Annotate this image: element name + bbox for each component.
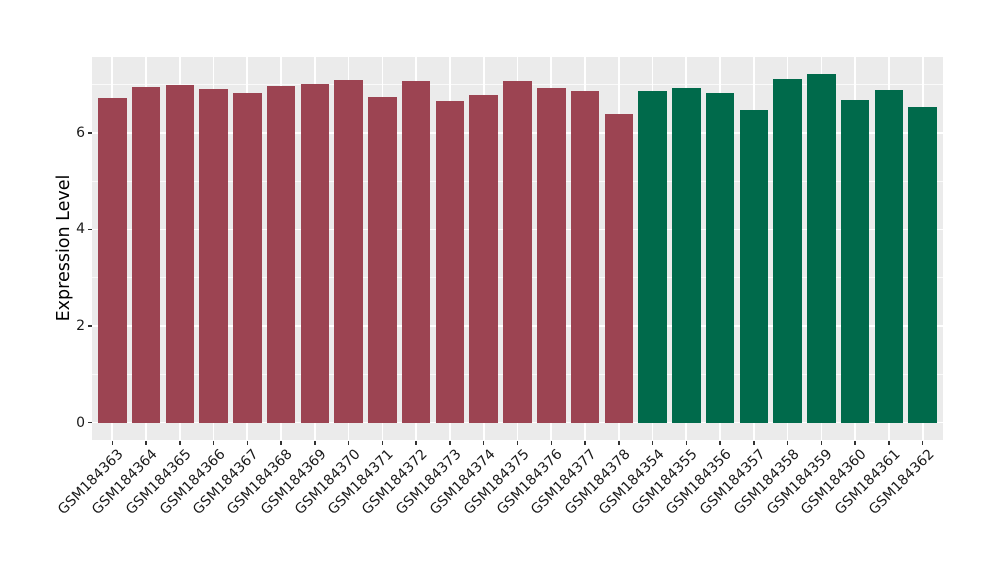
bar [401,81,431,423]
x-axis-tick [347,440,350,445]
x-axis-tick [618,440,620,445]
bar [165,84,195,423]
x-axis-tick [482,440,485,445]
bar [300,83,330,423]
x-axis-tick [753,440,755,445]
bar [739,110,769,423]
y-axis-tick [87,228,92,231]
bar [773,79,802,423]
bar [199,89,228,423]
x-axis-tick [584,440,586,445]
x-axis-tick [685,440,688,445]
bar [638,90,667,423]
bar [131,86,161,423]
y-axis-tick [87,421,92,424]
bar [98,98,127,423]
bar [570,90,600,423]
x-axis-tick [888,440,890,445]
y-tick-label: 2 [76,318,85,335]
bar [705,93,735,423]
x-axis-tick [820,440,823,445]
x-axis-tick [854,440,856,445]
y-tick-label: 4 [76,221,85,238]
bar [604,113,634,423]
y-tick-label: 0 [76,414,85,431]
bar [908,107,937,423]
bar [807,74,836,423]
x-axis-tick [314,440,316,445]
x-axis-tick [449,440,451,445]
x-axis-tick [246,440,249,445]
bar [435,100,465,423]
x-axis-tick [145,440,147,445]
bar [233,92,262,423]
bar [874,90,904,423]
bar [672,88,701,423]
bar [469,94,498,423]
y-axis-title: Expression Level [54,174,74,322]
bar [266,86,296,423]
bar [537,88,566,423]
x-axis-tick [212,440,215,445]
bar [368,96,397,423]
x-axis-tick [786,440,789,445]
y-tick-label: 6 [76,124,85,141]
x-axis-tick [550,440,553,445]
x-axis-tick [381,440,384,445]
plot-panel [92,57,943,440]
y-axis-tick [87,132,92,134]
x-axis-tick [921,440,924,445]
x-axis-tick [179,440,181,445]
bar [840,99,870,423]
x-axis-tick [111,440,113,445]
x-axis-tick [719,440,721,445]
x-axis-tick [415,440,417,445]
x-axis-tick [516,440,519,445]
bar [503,81,532,423]
x-axis-tick [280,440,282,445]
y-axis-tick [87,325,92,327]
bar [334,79,363,423]
x-axis-tick [651,440,654,445]
